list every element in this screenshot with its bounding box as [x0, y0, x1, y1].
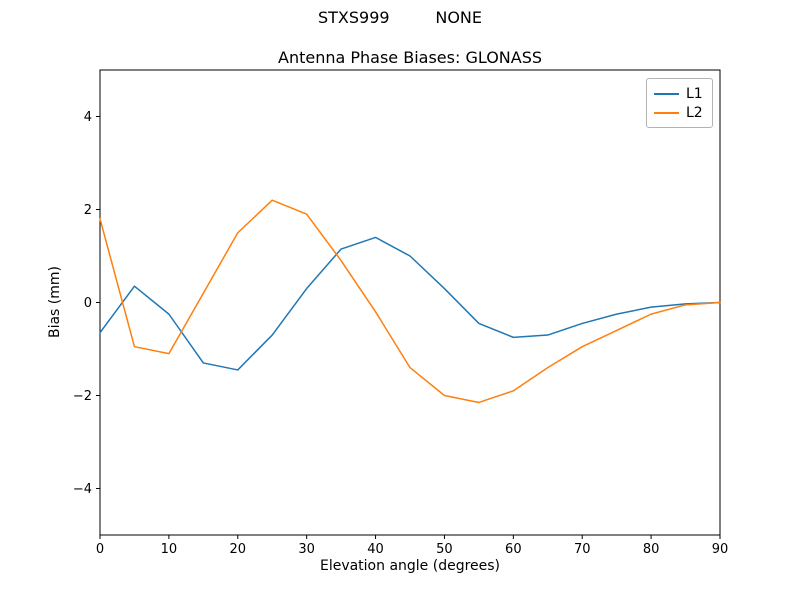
legend-line-l1: [654, 92, 679, 95]
series-line-l2: [99, 199, 721, 404]
x-tick-label: 40: [367, 542, 384, 557]
y-tick-label: 2: [84, 203, 92, 218]
x-tick-label: 30: [298, 542, 315, 557]
x-tick-label: 50: [436, 542, 453, 557]
legend-line-l2: [654, 111, 679, 114]
y-tick-label: 4: [84, 110, 92, 125]
chart-title: Antenna Phase Biases: GLONASS: [277, 48, 543, 67]
legend-label-l2: L2: [686, 104, 703, 121]
series-line-l1: [99, 236, 721, 371]
x-tick-label: 60: [505, 542, 522, 557]
y-axis-label: Bias (mm): [47, 265, 63, 339]
x-tick-label: 80: [643, 542, 660, 557]
x-tick-label: 10: [161, 542, 178, 557]
y-tick-label: −4: [73, 482, 92, 497]
x-tick-label: 70: [574, 542, 591, 557]
y-tick-label: −2: [73, 389, 92, 404]
x-tick-label: 20: [230, 542, 247, 557]
axes-frame: [99, 69, 721, 536]
x-axis-label: Elevation angle (degrees): [319, 558, 501, 574]
legend-label-l1: L1: [686, 85, 703, 102]
legend-item-l2: L2: [654, 103, 703, 122]
x-tick-label: 0: [96, 542, 104, 557]
x-tick-label: 90: [712, 542, 729, 557]
legend-item-l1: L1: [654, 84, 703, 103]
legend: L1 L2: [646, 78, 713, 128]
y-tick-label: 0: [84, 296, 92, 311]
figure-suptitle: STXS999 NONE: [318, 8, 482, 27]
